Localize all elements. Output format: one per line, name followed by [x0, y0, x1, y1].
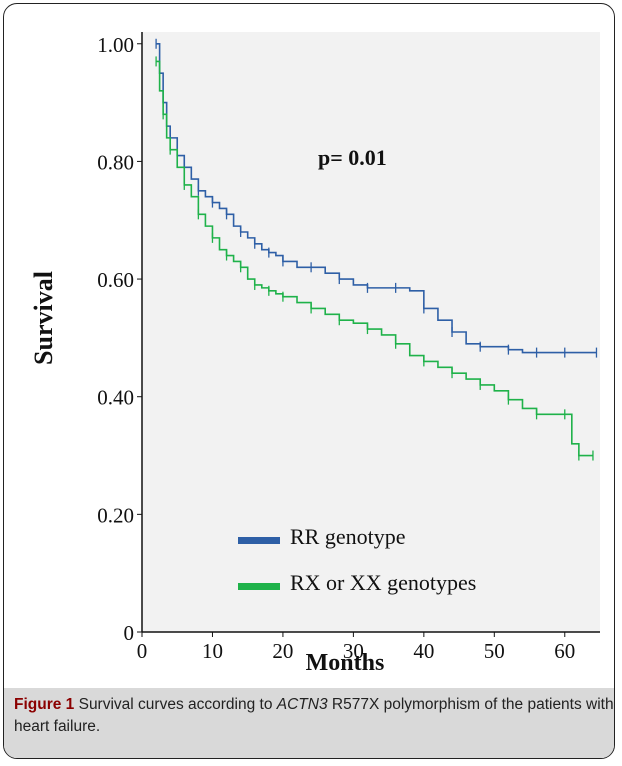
x-tick-label: 0 — [137, 639, 148, 663]
x-tick-label: 10 — [202, 639, 223, 663]
caption-text-after: R577X polymorphism of the patients with … — [14, 696, 614, 735]
y-tick-label: 0.80 — [97, 150, 134, 174]
legend-label-1: RR genotype — [290, 524, 406, 549]
x-tick-label: 30 — [343, 639, 364, 663]
y-tick-label: 0 — [124, 621, 135, 645]
legend-swatch-2 — [238, 583, 280, 590]
y-tick-label: 0.20 — [97, 503, 134, 527]
caption-gene: ACTN3 — [276, 696, 328, 713]
x-axis-label: Months — [306, 650, 385, 676]
y-axis-label: Survival — [29, 271, 58, 365]
plot-background — [142, 32, 600, 632]
y-tick-label: 1.00 — [97, 33, 134, 57]
legend-label-2: RX or XX genotypes — [290, 570, 476, 595]
y-tick-label: 0.60 — [97, 268, 134, 292]
x-tick-label: 50 — [484, 639, 505, 663]
x-tick-label: 40 — [413, 639, 434, 663]
p-value-annotation: p= 0.01 — [318, 145, 387, 170]
x-tick-label: 60 — [554, 639, 575, 663]
series-line-2 — [156, 60, 593, 457]
x-tick-label: 20 — [272, 639, 293, 663]
series-line-1 — [156, 42, 597, 354]
y-tick-label: 0.40 — [97, 386, 134, 410]
figure-caption: Figure 1 Survival curves according to AC… — [14, 694, 614, 738]
legend-swatch-1 — [238, 537, 280, 544]
caption-text-before: Survival curves according to — [74, 696, 277, 713]
caption-label: Figure 1 — [14, 696, 75, 713]
caption-band — [4, 688, 614, 758]
